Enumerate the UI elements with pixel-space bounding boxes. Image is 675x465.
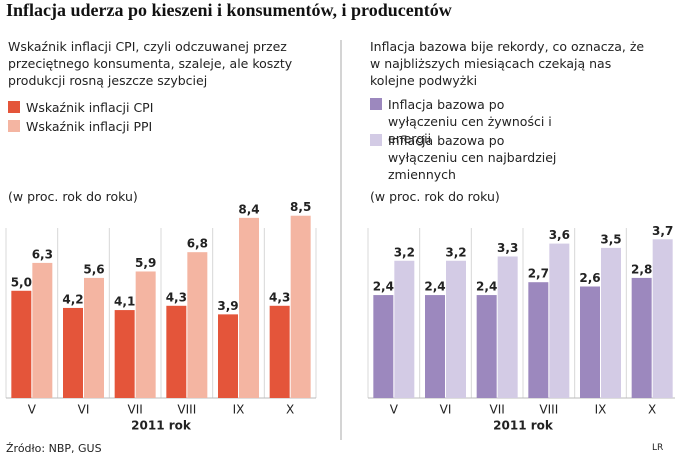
bar (269, 305, 290, 398)
bar (631, 277, 652, 398)
legend-label: Wskaźnik inflacji CPI (26, 100, 154, 115)
value-label: 3,3 (497, 241, 518, 255)
value-label: 2,6 (579, 271, 600, 285)
x-tick-label: VII (490, 403, 505, 417)
bar (601, 247, 621, 398)
value-label: 2,4 (373, 280, 394, 294)
bar (11, 290, 32, 398)
value-label: 3,2 (394, 245, 415, 259)
value-label: 2,4 (476, 280, 497, 294)
value-label: 6,3 (32, 247, 53, 261)
x-axis-label: 2011 rok (131, 419, 192, 433)
legend-label: Wskaźnik inflacji PPI (26, 119, 153, 134)
bar (652, 239, 673, 398)
bar (166, 305, 187, 398)
legend-label: Inflacja bazowa po wyłączeniu cen najbar… (388, 133, 557, 182)
value-label: 4,2 (62, 292, 83, 306)
value-label: 3,7 (652, 224, 673, 238)
x-tick-label: V (28, 403, 37, 417)
source: Źródło: NBP, GUS (6, 442, 102, 455)
x-tick-label: X (648, 403, 656, 417)
x-tick-label: IX (595, 403, 607, 417)
value-label: 4,1 (114, 295, 135, 309)
x-tick-label: VII (128, 403, 143, 417)
value-label: 5,6 (83, 262, 104, 276)
bar (84, 277, 104, 398)
bar (528, 282, 549, 398)
bar (580, 286, 600, 398)
value-label: 4,3 (166, 290, 187, 304)
legend-swatch (370, 134, 382, 146)
value-label: 5,0 (11, 275, 32, 289)
x-tick-label: VIII (177, 403, 196, 417)
bar (63, 307, 83, 398)
bar (290, 215, 311, 398)
x-tick-label: VI (440, 403, 452, 417)
value-label: 8,4 (238, 202, 259, 216)
unit-note: (w proc. rok do roku) (370, 189, 500, 204)
page-title: Inflacja uderza po kieszeni i konsumentó… (6, 0, 452, 20)
bar (394, 260, 415, 398)
x-tick-label: X (286, 403, 294, 417)
bar (114, 310, 135, 398)
x-tick-label: IX (233, 403, 245, 417)
bar (497, 256, 518, 398)
value-label: 2,8 (631, 262, 652, 276)
subtitle: Inflacja bazowa bije rekordy, co oznacza… (370, 39, 645, 88)
bar (239, 217, 259, 398)
unit-note: (w proc. rok do roku) (8, 189, 138, 204)
bar (187, 252, 208, 398)
bar (446, 260, 466, 398)
legend-swatch (8, 120, 20, 132)
value-label: 8,5 (290, 200, 311, 214)
value-label: 2,4 (424, 280, 445, 294)
value-label: 2,7 (528, 267, 549, 281)
bar (373, 295, 394, 398)
x-tick-label: VIII (539, 403, 558, 417)
bar (425, 295, 445, 398)
value-label: 3,5 (600, 232, 621, 246)
value-label: 5,9 (135, 256, 156, 270)
x-tick-label: V (390, 403, 399, 417)
value-label: 3,9 (217, 299, 238, 313)
bar (218, 314, 238, 398)
x-axis-label: 2011 rok (493, 419, 554, 433)
bar (476, 295, 497, 398)
credit: LR (652, 443, 664, 453)
bar (549, 243, 570, 398)
value-label: 3,6 (549, 228, 570, 242)
subtitle: Wskaźnik inflacji CPI, czyli odczuwanej … (8, 39, 293, 88)
value-label: 3,2 (445, 245, 466, 259)
x-tick-label: VI (78, 403, 90, 417)
value-label: 6,8 (187, 237, 208, 251)
legend-label: Inflacja bazowa po wyłączeniu cen żywnoś… (388, 97, 552, 146)
value-label: 4,3 (269, 290, 290, 304)
bar (135, 271, 156, 398)
bar (32, 262, 53, 398)
legend-swatch (8, 101, 20, 113)
legend-swatch (370, 98, 382, 110)
